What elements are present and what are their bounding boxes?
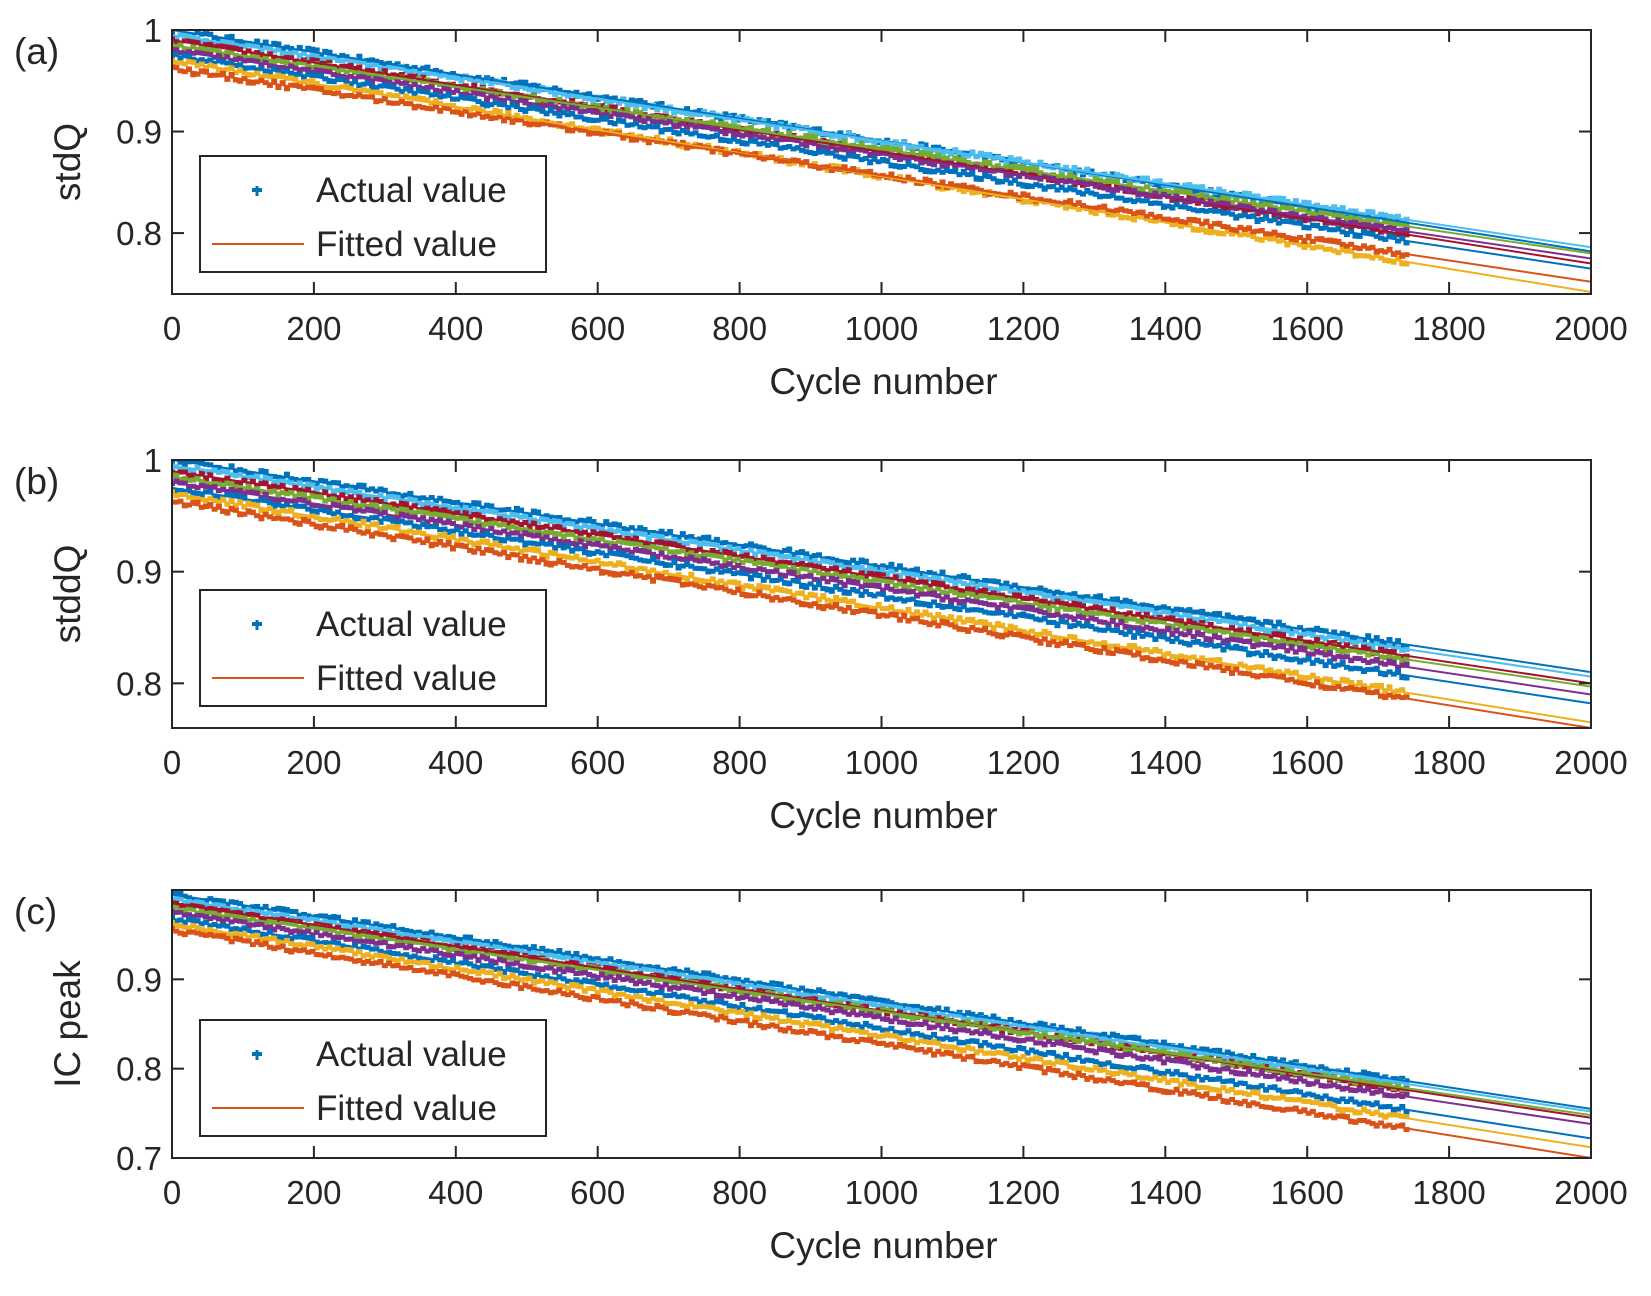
x-tick-label: 0 xyxy=(163,744,181,781)
fitted-line-4 xyxy=(172,481,1591,696)
legend: Actual value Fitted value xyxy=(199,589,547,707)
fitted-line-7 xyxy=(172,500,1591,728)
x-tick-label: 800 xyxy=(712,744,767,781)
y-tick-label: 0.9 xyxy=(116,114,162,151)
fitted-line-7 xyxy=(172,67,1591,283)
fitted-line-4 xyxy=(172,49,1591,260)
panel-label: (a) xyxy=(14,31,59,72)
fitted-line-2 xyxy=(172,39,1591,265)
x-tick-label: 600 xyxy=(570,310,625,347)
legend-actual-label: Actual value xyxy=(316,605,507,644)
x-tick-label: 1200 xyxy=(987,744,1060,781)
x-tick-label: 1000 xyxy=(845,744,918,781)
fitted-line-6 xyxy=(172,492,1591,724)
legend-box xyxy=(199,155,547,273)
x-axis-label: Cycle number xyxy=(769,361,997,402)
plot-area xyxy=(172,890,1591,1158)
x-tick-label: 2000 xyxy=(1554,310,1627,347)
x-tick-label: 1800 xyxy=(1412,744,1485,781)
x-tick-label: 400 xyxy=(428,310,483,347)
chart-panel-2: 0 200 400 600 800 1000 1200 1400 1600 1800 20000.7… xyxy=(14,889,1628,1266)
y-tick-label: 1 xyxy=(144,12,162,49)
y-tick-label: 0.9 xyxy=(116,554,162,591)
fitted-line-6 xyxy=(172,59,1591,293)
x-tick-label: 200 xyxy=(286,310,341,347)
legend-fitted-label: Fitted value xyxy=(316,659,497,698)
x-tick-label: 1600 xyxy=(1270,310,1343,347)
legend: Actual value Fitted value xyxy=(199,155,547,273)
x-tick-label: 200 xyxy=(286,744,341,781)
legend-fitted-label: Fitted value xyxy=(316,225,497,264)
x-tick-label: 600 xyxy=(570,744,625,781)
x-tick-label: 1400 xyxy=(1129,310,1202,347)
fitted-line-1 xyxy=(172,464,1591,678)
plot-area xyxy=(172,460,1591,728)
x-tick-label: 2000 xyxy=(1554,744,1627,781)
x-tick-label: 1600 xyxy=(1270,744,1343,781)
x-axis-label: Cycle number xyxy=(769,795,997,836)
x-tick-label: 1000 xyxy=(845,310,918,347)
y-tick-label: 1 xyxy=(144,442,162,479)
fitted-line-5 xyxy=(172,486,1591,705)
y-tick-label: 0.8 xyxy=(116,215,162,252)
x-tick-label: 1200 xyxy=(987,310,1060,347)
legend-actual-label: Actual value xyxy=(316,171,507,210)
y-axis-label: stddQ xyxy=(47,545,88,644)
x-tick-label: 800 xyxy=(712,310,767,347)
x-tick-label: 400 xyxy=(428,744,483,781)
fitted-line-2 xyxy=(172,470,1591,685)
fitted-line-0 xyxy=(172,460,1591,674)
x-tick-label: 0 xyxy=(163,310,181,347)
fitted-line-1 xyxy=(172,34,1591,249)
x-tick-label: 1800 xyxy=(1412,310,1485,347)
panel-label: (b) xyxy=(14,461,59,502)
legend-box xyxy=(199,589,547,707)
y-axis-label: stdQ xyxy=(47,123,88,201)
chart-panel-1: 0 200 400 600 800 1000 1200 1400 1600 1800 2000 0.8… xyxy=(14,442,1628,836)
fitted-line-5 xyxy=(172,54,1591,270)
panels: 0 200 400 600 800 1000 1200 1400 1600 1800 20000.8… xyxy=(14,12,1628,1266)
chart-panel-0: 0 200 400 600 800 1000 1200 1400 1600 1800 2000 0.8… xyxy=(14,12,1628,402)
plot-area xyxy=(172,30,1591,293)
fitted-line-3 xyxy=(172,475,1591,688)
y-tick-label: 0.8 xyxy=(116,665,162,702)
x-tick-label: 1400 xyxy=(1129,744,1202,781)
fitted-line-3 xyxy=(172,44,1591,255)
